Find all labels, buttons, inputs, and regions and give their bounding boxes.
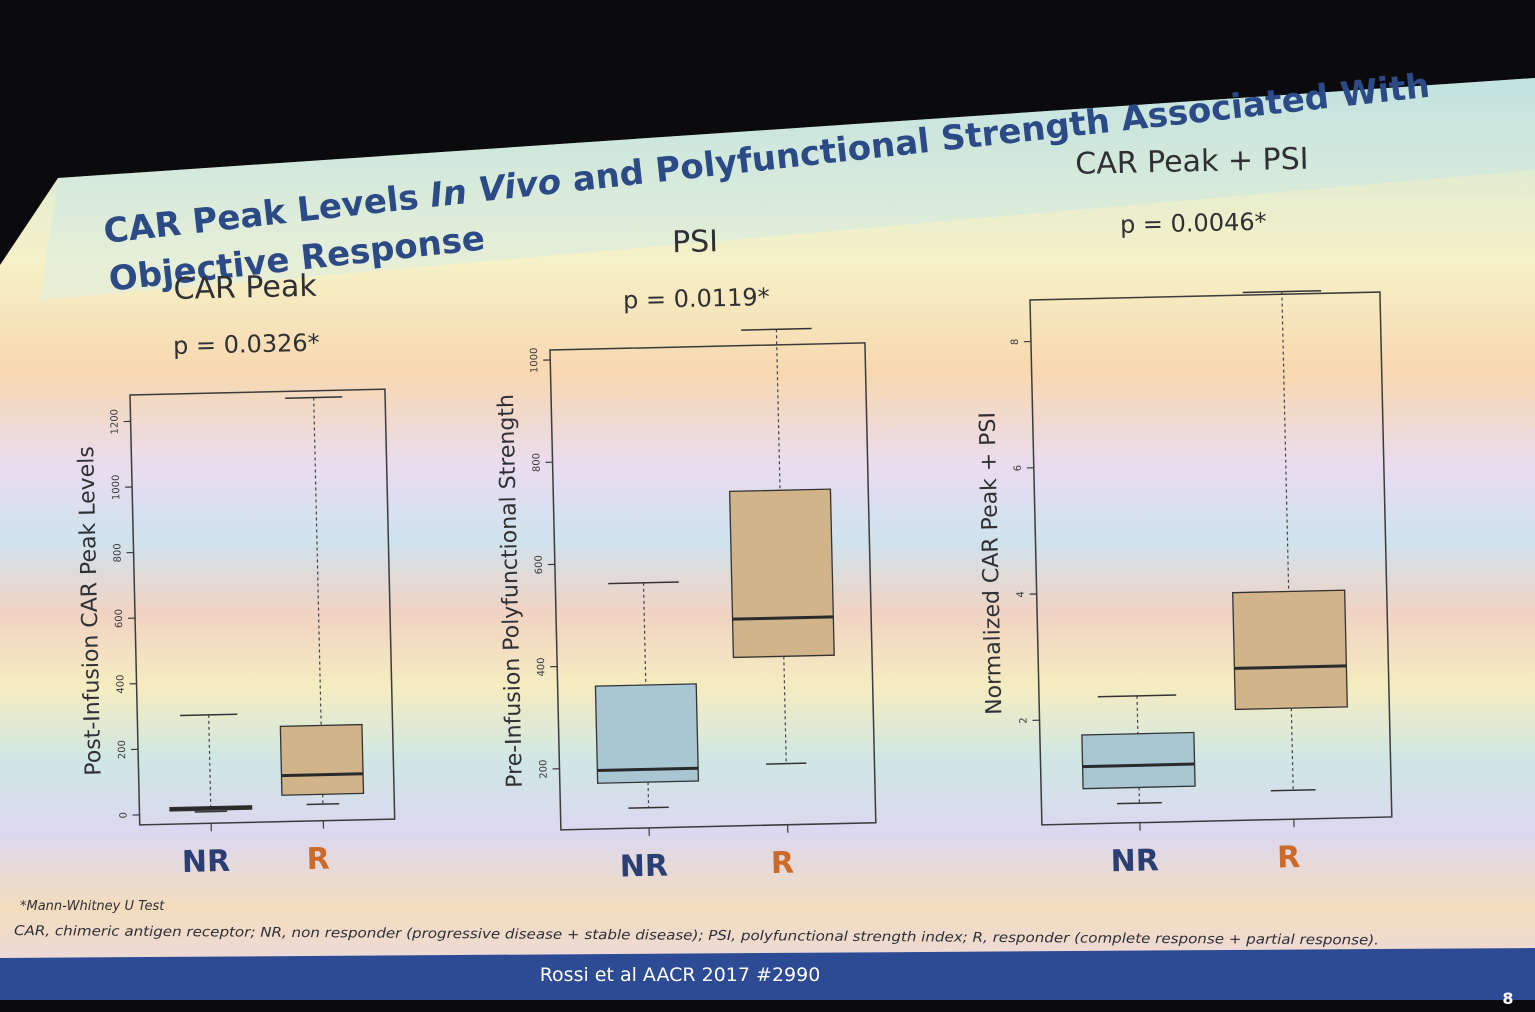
median-line — [597, 766, 699, 772]
y-tick-label: 8 — [1010, 339, 1021, 346]
chart-title: CAR Peak + PSI — [1075, 142, 1309, 182]
chart-title: CAR Peak — [173, 269, 317, 307]
upper-whisker — [313, 397, 322, 726]
category-label: R — [1277, 840, 1301, 876]
lower-whisker — [1290, 708, 1294, 791]
y-tick-label: 4 — [1016, 591, 1027, 598]
box-nr — [594, 683, 700, 784]
footnote-test: *Mann-Whitney U Test — [20, 899, 165, 914]
citation: Rossi et al AACR 2017 #2990 — [540, 964, 821, 986]
y-tick-label: 600 — [534, 555, 545, 574]
title-band — [40, 78, 1535, 300]
whisker-cap-max — [1242, 290, 1322, 294]
y-tick-label: 0 — [118, 812, 129, 819]
y-tick-label: 1000 — [111, 474, 123, 500]
whisker-cap-min — [628, 806, 669, 809]
y-tick-label: 200 — [117, 740, 128, 759]
median-line — [1082, 762, 1195, 769]
y-tick-label: 6 — [1013, 465, 1024, 472]
median-line — [169, 805, 252, 811]
category-label: NR — [182, 844, 231, 880]
plot-frame — [129, 388, 396, 826]
whisker-cap-max — [741, 327, 812, 331]
p-value: p = 0.0046* — [1120, 208, 1267, 239]
box-nr — [1081, 731, 1196, 790]
box-r — [279, 723, 365, 796]
whisker-cap-min — [194, 810, 228, 813]
upper-whisker — [1281, 291, 1290, 592]
category-label: NR — [1110, 843, 1159, 879]
median-line — [281, 772, 364, 778]
category-label: R — [306, 842, 330, 878]
box-r — [728, 488, 835, 659]
y-tick-label: 800 — [112, 543, 123, 562]
y-tick-label: 400 — [536, 657, 547, 676]
median-line — [1234, 664, 1347, 670]
y-tick-label: 1200 — [109, 409, 121, 435]
median-line — [732, 615, 834, 621]
category-label: R — [771, 846, 795, 882]
p-value: p = 0.0326* — [173, 329, 320, 360]
footer-bar — [0, 948, 1535, 1000]
whisker-cap-max — [1097, 694, 1177, 698]
whisker-cap-max — [285, 396, 343, 399]
whisker-cap-min — [766, 762, 807, 765]
y-tick-label: 400 — [115, 674, 126, 693]
y-tick-label: 800 — [531, 453, 542, 472]
box-r — [1232, 589, 1348, 711]
category-label: NR — [619, 848, 668, 884]
chart-title: PSI — [672, 224, 719, 260]
whisker-cap-min — [306, 803, 340, 806]
whisker-cap-min — [1270, 788, 1316, 792]
upper-whisker — [775, 329, 781, 491]
page-number: 8 — [1502, 989, 1513, 1008]
whisker-cap-min — [1117, 801, 1162, 805]
y-tick-label: 2 — [1018, 717, 1029, 724]
upper-whisker — [642, 582, 647, 686]
y-tick-label: 600 — [114, 609, 125, 628]
plot-frame — [1029, 291, 1393, 826]
whisker-cap-max — [180, 713, 238, 717]
p-value: p = 0.0119* — [623, 283, 770, 314]
y-tick-label: 1000 — [529, 348, 541, 374]
plot-frame — [549, 342, 877, 831]
y-tick-label: 200 — [538, 759, 549, 778]
upper-whisker — [1136, 695, 1139, 734]
lower-whisker — [647, 782, 650, 808]
whisker-cap-max — [608, 581, 679, 585]
